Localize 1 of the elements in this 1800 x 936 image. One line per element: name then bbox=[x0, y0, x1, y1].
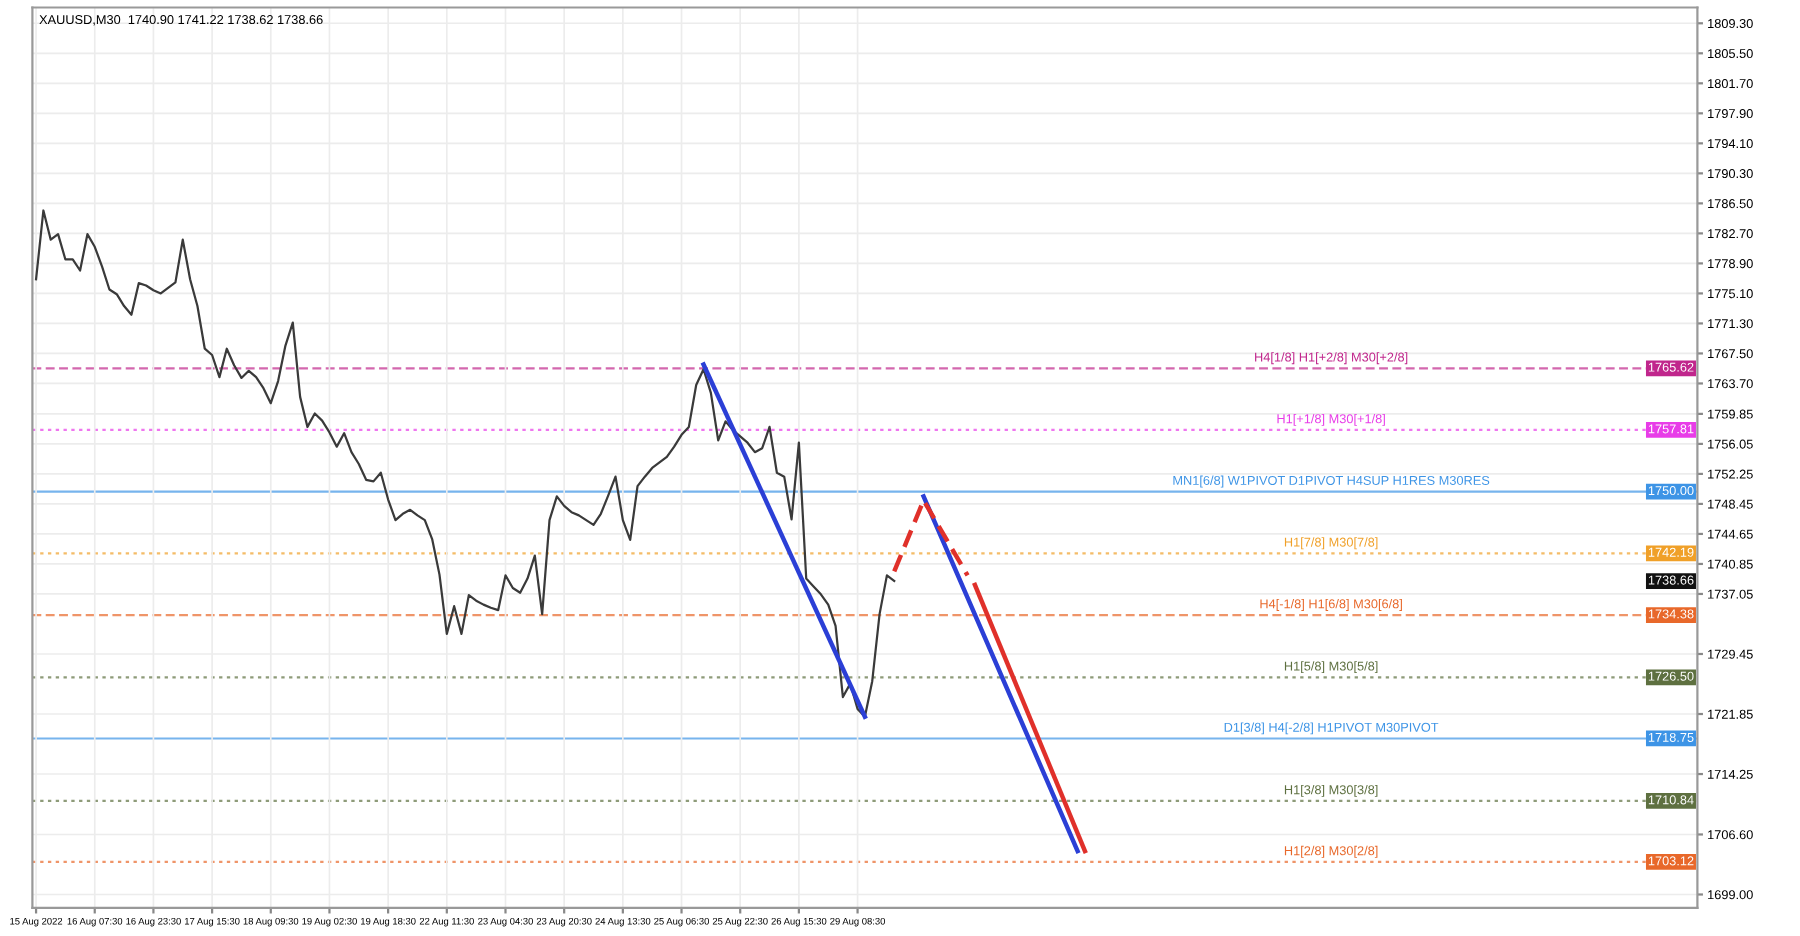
line-series bbox=[34, 209, 896, 718]
